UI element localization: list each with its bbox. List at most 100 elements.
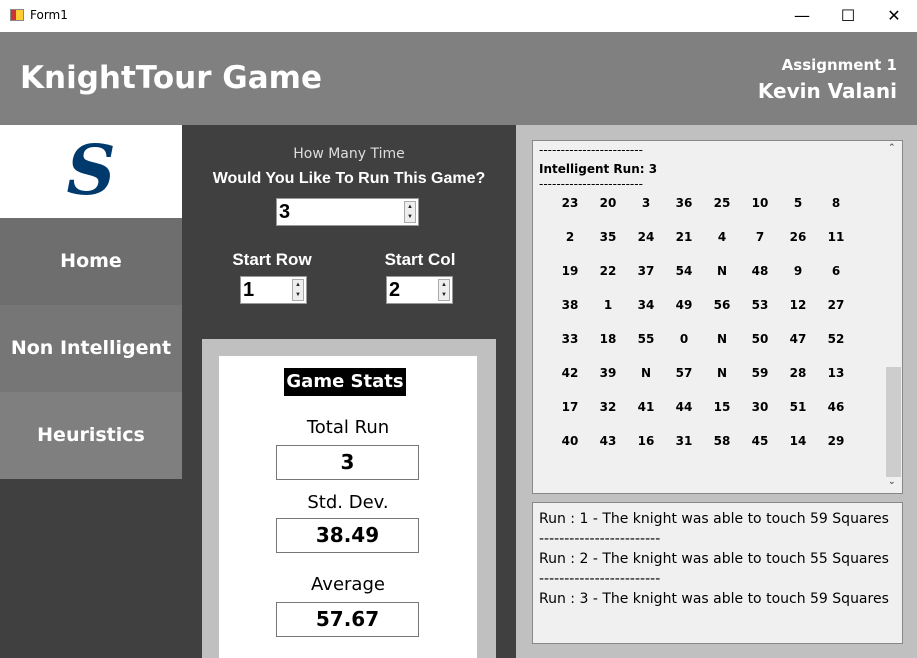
std-dev-label: Std. Dev. <box>307 492 389 513</box>
log-line: Run : 2 - The knight was able to touch 5… <box>539 551 889 567</box>
board-cell: 30 <box>751 400 769 414</box>
board-cell: 1 <box>603 298 613 312</box>
board-cell: 15 <box>713 400 731 414</box>
board-cell: 4 <box>717 230 727 244</box>
start-col-label: Start Col <box>384 250 456 269</box>
log-line: ------------------------ <box>539 571 661 587</box>
scroll-up-icon[interactable]: ⌃ <box>888 143 896 153</box>
title-bar: Form1 — ☐ ✕ <box>0 0 917 32</box>
board-cell: N <box>640 366 652 380</box>
scroll-down-icon[interactable]: ⌄ <box>888 477 896 487</box>
app-title: KnightTour Game <box>20 60 322 96</box>
board-cell: 39 <box>599 366 617 380</box>
board-cell: 58 <box>713 434 731 448</box>
board-cell: 26 <box>789 230 807 244</box>
separator: ------------------------ <box>539 143 643 157</box>
board-cell: 11 <box>827 230 845 244</box>
runs-label-2: Would You Like To Run This Game? <box>212 170 486 187</box>
board-cell: 33 <box>561 332 579 346</box>
board-cell: 22 <box>599 264 617 278</box>
total-run-value: 3 <box>276 445 419 480</box>
maximize-button[interactable]: ☐ <box>840 6 856 25</box>
close-button[interactable]: ✕ <box>887 6 901 25</box>
board-cell: 59 <box>751 366 769 380</box>
game-stats-panel: Game Stats Total Run 3 Std. Dev. 38.49 A… <box>202 339 496 658</box>
spinner-arrows-icon[interactable]: ▲ ▼ <box>438 279 450 301</box>
run-log[interactable]: Run : 1 - The knight was able to touch 5… <box>532 502 903 644</box>
board-cell: 43 <box>599 434 617 448</box>
board-cell: 41 <box>637 400 655 414</box>
minimize-button[interactable]: — <box>794 6 810 25</box>
start-col-value: 2 <box>389 279 401 301</box>
board-cell: 49 <box>675 298 693 312</box>
board-cell: 31 <box>675 434 693 448</box>
board-cell: 52 <box>827 332 845 346</box>
board-cell: 16 <box>637 434 655 448</box>
board-cell: 50 <box>751 332 769 346</box>
board-cell: 17 <box>561 400 579 414</box>
scrollbar[interactable]: ⌃ ⌄ <box>885 141 902 493</box>
log-line: Run : 3 - The knight was able to touch 5… <box>539 591 889 607</box>
board-cell: 34 <box>637 298 655 312</box>
board-cell: 57 <box>675 366 693 380</box>
board-cell: 44 <box>675 400 693 414</box>
spinner-arrows-icon[interactable]: ▲ ▼ <box>404 201 416 223</box>
board-cell: 36 <box>675 196 693 210</box>
board-cell: 21 <box>675 230 693 244</box>
board-cell: 9 <box>793 264 803 278</box>
assignment-label: Assignment 1 <box>781 56 897 74</box>
runs-label-1: How Many Time <box>293 146 405 162</box>
board-heading: Intelligent Run: 3 <box>539 162 658 176</box>
board-cell: 35 <box>599 230 617 244</box>
app-icon <box>10 9 24 21</box>
board-cell: 55 <box>637 332 655 346</box>
start-row-spinner[interactable]: 1 ▲ ▼ <box>240 276 307 304</box>
board-cell: 45 <box>751 434 769 448</box>
board-output[interactable]: ------------------------ Intelligent Run… <box>532 140 903 494</box>
board-cell: 40 <box>561 434 579 448</box>
stats-title: Game Stats <box>284 368 406 396</box>
runs-spinner[interactable]: 3 ▲ ▼ <box>276 198 419 226</box>
nav-non-intelligent[interactable]: Non Intelligent <box>0 305 182 392</box>
scrollbar-thumb[interactable] <box>886 367 901 477</box>
nav-home[interactable]: Home <box>0 218 182 305</box>
board-cell: 42 <box>561 366 579 380</box>
nav-heuristics[interactable]: Heuristics <box>0 392 182 479</box>
start-row-value: 1 <box>243 279 255 301</box>
board-cell: 32 <box>599 400 617 414</box>
board-cell: 12 <box>789 298 807 312</box>
author-label: Kevin Valani <box>757 79 897 103</box>
board-cell: 7 <box>755 230 765 244</box>
board-cell: 2 <box>565 230 575 244</box>
logo-letter: S <box>66 131 116 211</box>
board-cell: N <box>716 366 728 380</box>
board-cell: 23 <box>561 196 579 210</box>
std-dev-value: 38.49 <box>276 518 419 553</box>
board-cell: 53 <box>751 298 769 312</box>
log-line: Run : 1 - The knight was able to touch 5… <box>539 511 889 527</box>
board-cell: N <box>716 332 728 346</box>
logo: S <box>0 125 182 218</box>
average-value: 57.67 <box>276 602 419 637</box>
log-line: ------------------------ <box>539 531 661 547</box>
board-cell: 51 <box>789 400 807 414</box>
board-cell: 47 <box>789 332 807 346</box>
header: KnightTour Game Assignment 1 Kevin Valan… <box>0 32 917 125</box>
board-cell: 24 <box>637 230 655 244</box>
board-cell: 13 <box>827 366 845 380</box>
board-cell: 3 <box>641 196 651 210</box>
board-cell: 19 <box>561 264 579 278</box>
board-cell: 20 <box>599 196 617 210</box>
spinner-arrows-icon[interactable]: ▲ ▼ <box>292 279 304 301</box>
start-col-spinner[interactable]: 2 ▲ ▼ <box>386 276 453 304</box>
total-run-label: Total Run <box>306 417 390 438</box>
runs-value: 3 <box>279 201 291 223</box>
output-panel: ------------------------ Intelligent Run… <box>516 125 917 658</box>
board-cell: 28 <box>789 366 807 380</box>
board-cell: 48 <box>751 264 769 278</box>
board-cell: 25 <box>713 196 731 210</box>
board-cell: 8 <box>831 196 841 210</box>
board-cell: 29 <box>827 434 845 448</box>
board-cell: 38 <box>561 298 579 312</box>
board-cell: 54 <box>675 264 693 278</box>
